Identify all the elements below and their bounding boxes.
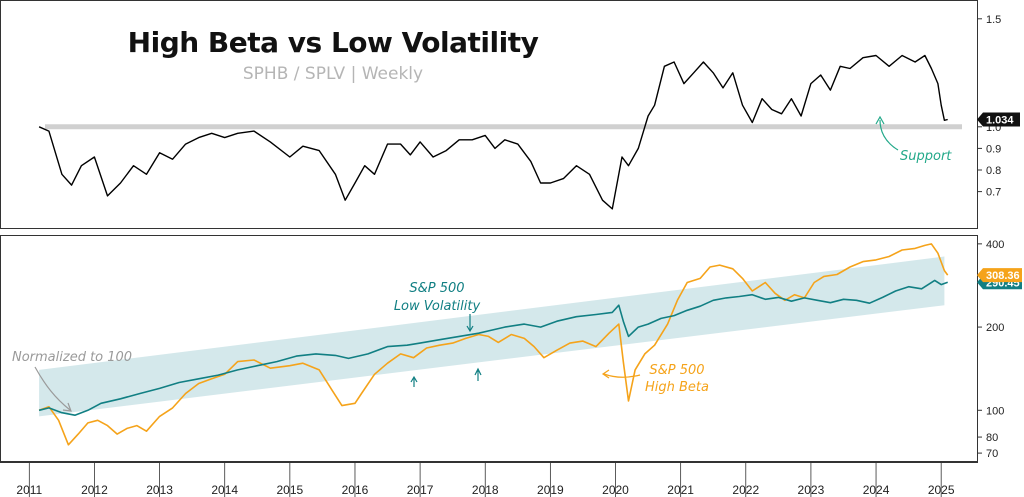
x-tick-label: 2020 — [602, 483, 629, 497]
bottom-y-tick-label: 200 — [986, 322, 1004, 334]
high-beta-badge-shape — [977, 268, 1022, 283]
chart-title: High Beta vs Low Volatility — [128, 26, 539, 59]
x-tick-label: 2018 — [472, 483, 499, 497]
trend-channel — [39, 256, 945, 417]
support-arrow — [879, 119, 899, 151]
x-tick-label: 2017 — [407, 483, 434, 497]
high-beta-line — [38, 243, 949, 446]
low-vol-arrowhead — [466, 325, 474, 333]
normalized-annotation: Normalized to 100 — [12, 350, 132, 365]
high-beta-annotation-line1: S&P 500 — [649, 363, 704, 378]
bottom-y-tick-label: 400 — [986, 239, 1004, 251]
low-volatility-line — [38, 279, 948, 416]
x-tick-label: 2014 — [211, 483, 238, 497]
ratio-last-value-badge: 1.034 — [977, 112, 1020, 127]
ratio-badge-shape — [977, 112, 1020, 127]
high-beta-annotation-line2: High Beta — [645, 380, 709, 395]
low-vol-tick-arrow-2 — [474, 367, 482, 381]
x-tick-label: 2011 — [16, 483, 42, 497]
x-tick-label: 2012 — [81, 483, 108, 497]
normalized-arrow — [34, 366, 71, 411]
top-y-axis: 1.51.00.90.80.7 — [977, 14, 1001, 199]
channel-band — [39, 256, 945, 417]
support-arrowhead — [875, 115, 885, 125]
x-tick-label: 2023 — [798, 483, 825, 497]
high-beta-badge-value: 308.36 — [986, 270, 1020, 282]
x-tick-label: 2021 — [667, 483, 694, 497]
high-beta-arrow — [603, 373, 641, 378]
bottom-y-tick-label: 70 — [986, 448, 998, 460]
index-series — [38, 243, 949, 446]
ratio-line — [38, 54, 948, 210]
ratio-badge-value: 1.034 — [986, 114, 1014, 126]
x-tick-label: 2019 — [537, 483, 564, 497]
bottom-y-tick-label: 80 — [986, 432, 998, 444]
normalized-arrowhead — [62, 402, 72, 412]
x-tick-label: 2013 — [146, 483, 173, 497]
low-vol-tick-arrow-1 — [410, 375, 418, 387]
top-y-tick-label: 0.8 — [986, 165, 1001, 177]
x-tick-label: 2015 — [276, 483, 303, 497]
support-annotation: Support — [900, 149, 952, 164]
low-vol-annotation-line1: S&P 500 — [409, 281, 464, 296]
x-tick-label: 2022 — [732, 483, 759, 497]
x-axis: 2011 2012 2013 2014 2015 2016 2017 2018 2019 2020… — [16, 462, 955, 497]
chart-subtitle: SPHB / SPLV | Weekly — [243, 64, 423, 84]
low-vol-annotation-line2: Low Volatility — [394, 299, 481, 314]
x-tick-label: 2025 — [928, 483, 955, 497]
x-tick-label: 2016 — [342, 483, 369, 497]
top-y-tick-label: 1.5 — [986, 14, 1001, 26]
ratio-series — [38, 54, 948, 210]
x-tick-label: 2024 — [863, 483, 890, 497]
top-y-tick-label: 0.7 — [986, 187, 1001, 199]
bottom-y-tick-label: 100 — [986, 405, 1004, 417]
top-y-tick-label: 0.9 — [986, 143, 1001, 155]
bottom-y-axis: 400 200 100 80 70 — [977, 239, 1004, 460]
high-beta-arrowhead — [601, 369, 610, 379]
